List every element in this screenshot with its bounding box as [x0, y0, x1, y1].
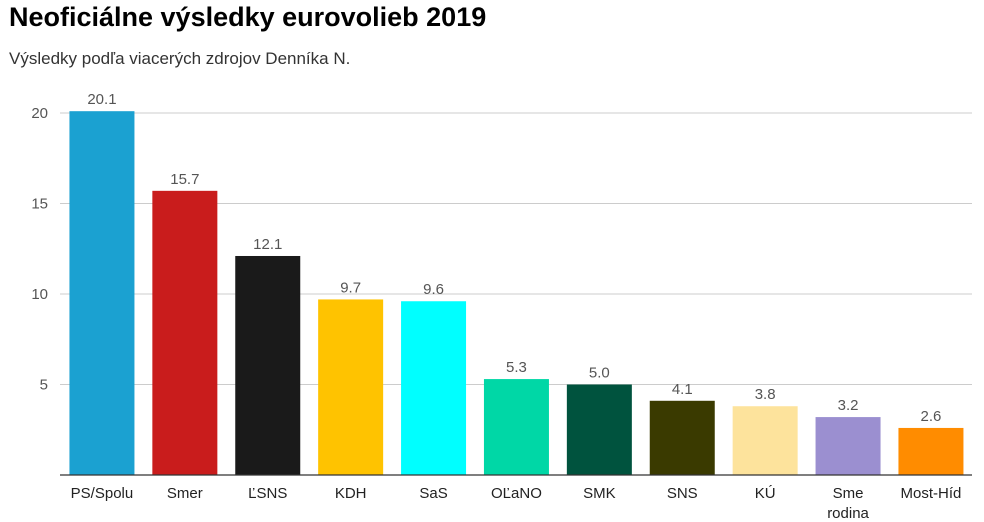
- bar: [898, 427, 964, 475]
- chart-title: Neoficiálne výsledky eurovolieb 2019: [9, 2, 487, 32]
- y-tick-label: 5: [40, 377, 48, 394]
- x-tick-label: OĽaNO: [491, 485, 542, 502]
- bar: [152, 190, 218, 475]
- x-tick-label: KDH: [335, 485, 367, 502]
- data-label: 2.6: [921, 408, 942, 425]
- data-label: 5.0: [589, 365, 610, 382]
- x-tick-label: KÚ: [755, 485, 776, 502]
- bar: [69, 111, 135, 475]
- y-tick-label: 10: [31, 286, 48, 303]
- data-label: 3.8: [755, 386, 776, 403]
- bar: [235, 255, 301, 475]
- chart-subtitle: Výsledky podľa viacerých zdrojov Denníka…: [9, 49, 351, 68]
- x-tick-label: PS/Spolu: [71, 485, 134, 502]
- bar: [318, 299, 384, 475]
- x-tick-label: ĽSNS: [248, 485, 287, 502]
- bar: [566, 384, 632, 475]
- y-tick-label: 20: [31, 105, 48, 122]
- x-tick-label: SNS: [667, 485, 698, 502]
- data-label: 9.7: [340, 279, 361, 296]
- x-tick-label: SMK: [583, 485, 616, 502]
- bar: [732, 406, 798, 475]
- y-tick-label: 15: [31, 196, 48, 213]
- data-label: 20.1: [87, 91, 116, 108]
- x-tick-label: Most-Híd: [901, 485, 962, 502]
- x-tick-label: Smer: [167, 485, 203, 502]
- data-label: 5.3: [506, 359, 527, 376]
- bar: [401, 301, 467, 475]
- bar: [483, 379, 549, 475]
- data-label: 4.1: [672, 381, 693, 398]
- bar: [815, 417, 881, 475]
- data-label: 15.7: [170, 171, 199, 188]
- data-label: 3.2: [838, 397, 859, 414]
- data-label: 12.1: [253, 236, 282, 253]
- x-tick-label: SaS: [419, 485, 447, 502]
- x-tick-label: Sme rodina: [827, 485, 869, 522]
- data-label: 9.6: [423, 281, 444, 298]
- bar: [649, 400, 715, 475]
